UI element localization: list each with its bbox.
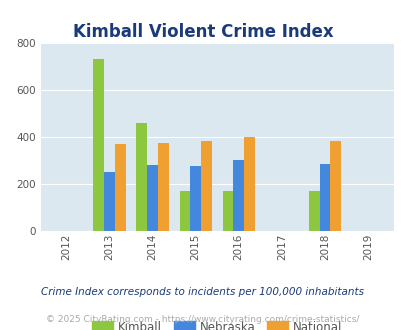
Bar <box>179 191 190 231</box>
Bar <box>115 145 126 231</box>
Bar <box>319 164 330 231</box>
Bar <box>147 165 158 231</box>
Legend: Kimball, Nebraska, National: Kimball, Nebraska, National <box>87 316 346 330</box>
Bar <box>158 143 168 231</box>
Bar <box>93 59 104 231</box>
Bar <box>308 190 319 231</box>
Text: © 2025 CityRating.com - https://www.cityrating.com/crime-statistics/: © 2025 CityRating.com - https://www.city… <box>46 315 359 324</box>
Text: Crime Index corresponds to incidents per 100,000 inhabitants: Crime Index corresponds to incidents per… <box>41 287 364 297</box>
Bar <box>104 172 115 231</box>
Bar <box>243 137 254 231</box>
Bar <box>136 123 147 231</box>
Bar <box>200 141 211 231</box>
Bar <box>233 160 243 231</box>
Bar <box>222 190 233 231</box>
Text: Kimball Violent Crime Index: Kimball Violent Crime Index <box>72 23 333 41</box>
Bar <box>330 142 340 231</box>
Bar <box>190 166 200 231</box>
